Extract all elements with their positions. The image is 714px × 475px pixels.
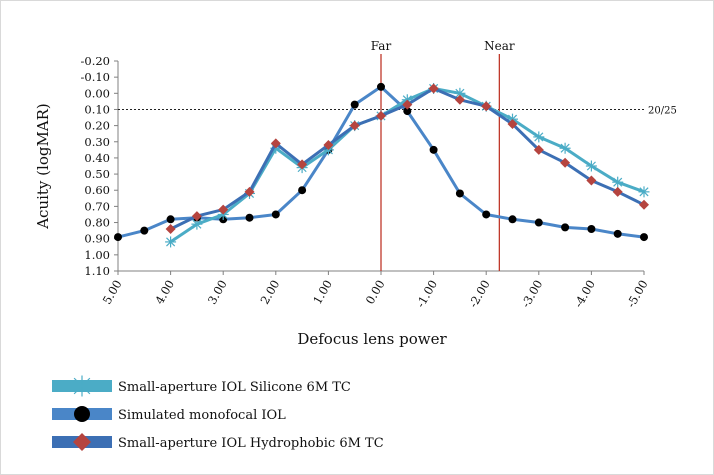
y-tick-label: -0.10: [81, 70, 111, 84]
x-tick-label: -1.00: [413, 278, 440, 311]
reference-lines: 20/25 Far Near: [118, 39, 677, 271]
data-point: [533, 131, 545, 143]
data-point: [165, 224, 176, 234]
series-1: [114, 82, 648, 242]
legend-entry: Small-aperture IOL Silicone 6M TC: [52, 375, 351, 397]
y-tick-label: 1.00: [84, 248, 110, 262]
x-tick-label: 4.00: [152, 278, 177, 307]
y-axis-title: Acuity (logMAR): [34, 103, 52, 230]
x-tick-label: -5.00: [624, 278, 651, 311]
data-point: [74, 406, 90, 422]
data-point: [640, 233, 648, 242]
data-point: [612, 186, 623, 197]
star-stroke: [613, 177, 623, 187]
vertical-line-label-far: Far: [371, 39, 392, 53]
x-tick-label: 0.00: [363, 278, 388, 307]
data-point: [533, 144, 544, 155]
x-tick-label: 3.00: [205, 278, 230, 307]
star-stroke: [455, 88, 465, 98]
data-point: [639, 199, 649, 210]
data-point: [403, 107, 412, 116]
y-tick-label: 1.10: [84, 264, 110, 278]
data-point: [455, 189, 464, 198]
star-stroke: [166, 237, 176, 247]
data-point: [585, 160, 597, 172]
data-point: [271, 210, 280, 219]
y-tick-label: 0.30: [84, 135, 110, 149]
data-point: [612, 176, 624, 188]
axes: -0.20 -0.10 0.00 0.10 0.20 0.30 0.40 0.50 0.60 0.…: [81, 54, 651, 310]
legend-label: Small-aperture IOL Hydrophobic 6M TC: [118, 436, 384, 451]
star-stroke: [639, 187, 649, 197]
data-point: [376, 110, 386, 121]
data-point: [507, 119, 518, 129]
y-tick-label: 0.40: [84, 151, 110, 165]
data-point: [191, 211, 202, 222]
series-3: [165, 83, 649, 234]
legend-label: Simulated monofocal IOL: [118, 408, 286, 423]
x-tick-label: 2.00: [257, 278, 282, 307]
legend-label: Small-aperture IOL Silicone 6M TC: [118, 380, 351, 395]
data-point: [638, 186, 650, 198]
legend-entry: Simulated monofocal IOL: [52, 406, 286, 423]
data-point: [218, 204, 229, 215]
data-point: [429, 145, 438, 154]
data-point: [350, 100, 359, 109]
x-tick-label: 5.00: [100, 278, 125, 307]
x-tick-label: -2.00: [466, 278, 493, 311]
y-tick-label: -0.20: [81, 54, 111, 68]
data-point: [402, 99, 413, 110]
star-stroke: [73, 377, 91, 395]
data-point: [428, 83, 439, 94]
y-tick-label: 0.80: [84, 216, 110, 230]
star-stroke: [534, 132, 544, 142]
data-point: [297, 159, 308, 170]
data-point: [482, 210, 491, 219]
data-point: [71, 375, 93, 397]
series-lines: [114, 82, 650, 248]
star-stroke: [192, 219, 202, 229]
legend: Small-aperture IOL Silicone 6M TC Simulat…: [52, 375, 384, 451]
data-point: [560, 157, 571, 168]
y-tick-label: 0.20: [84, 119, 110, 133]
y-tick-label: 0.90: [84, 232, 110, 246]
x-axis-title: Defocus lens power: [297, 330, 447, 348]
data-point: [244, 186, 255, 197]
star-stroke: [560, 143, 570, 153]
data-point: [140, 226, 149, 235]
data-point: [613, 229, 622, 238]
y-tick-label: 0.60: [84, 183, 110, 197]
x-tick-label: -3.00: [519, 278, 546, 311]
data-point: [73, 433, 91, 451]
y-tick-label: 0.70: [84, 199, 110, 213]
data-point: [270, 138, 281, 149]
data-point: [559, 142, 571, 154]
data-point: [377, 82, 385, 91]
data-point: [298, 186, 307, 195]
data-point: [191, 218, 203, 230]
data-point: [245, 213, 254, 222]
data-point: [561, 223, 570, 232]
star-stroke: [586, 161, 596, 171]
data-point: [586, 175, 597, 186]
y-tick-label: 0.50: [84, 167, 110, 181]
data-point: [323, 140, 334, 150]
legend-entry: Small-aperture IOL Hydrophobic 6M TC: [52, 433, 384, 451]
y-tick-label: 0.10: [84, 102, 110, 116]
data-point: [454, 94, 465, 105]
data-point: [166, 215, 175, 224]
data-point: [587, 225, 596, 233]
data-point: [481, 101, 492, 112]
reference-line-label: 20/25: [648, 105, 677, 116]
y-tick-label: 0.00: [84, 86, 110, 100]
data-point: [165, 236, 177, 248]
data-point: [534, 218, 543, 227]
vertical-line-label-near: Near: [484, 39, 515, 53]
x-tick-label: -4.00: [571, 278, 598, 311]
data-point: [114, 233, 122, 242]
x-tick-label: 1.00: [310, 278, 335, 307]
data-point: [349, 120, 360, 131]
data-point: [508, 215, 517, 224]
